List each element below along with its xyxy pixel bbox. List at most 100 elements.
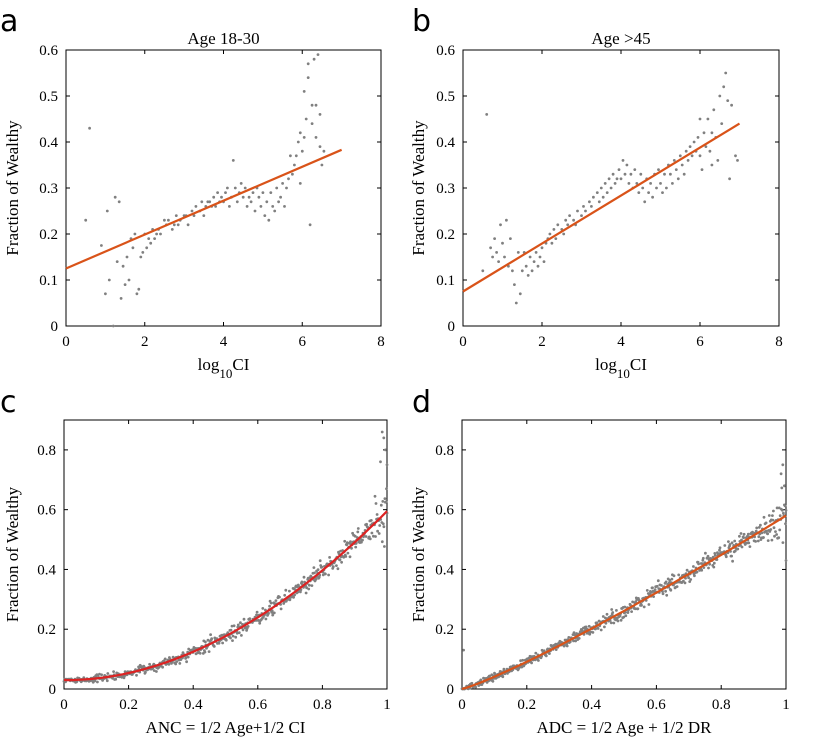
data-point [780, 486, 784, 490]
data-point [147, 237, 151, 241]
data-point [672, 574, 676, 578]
data-point [747, 541, 751, 545]
data-point [214, 205, 218, 208]
data-point [550, 241, 554, 245]
data-point [642, 605, 646, 609]
plot-frame [462, 49, 780, 327]
data-point [784, 509, 788, 512]
data-point [224, 191, 227, 195]
data-point [491, 255, 494, 259]
data-point [380, 430, 384, 434]
data-point [611, 611, 615, 614]
data-point [383, 545, 386, 548]
data-point [474, 685, 477, 689]
data-point [664, 589, 667, 593]
x-axis-label: log10CI [595, 355, 647, 381]
data-point [278, 595, 281, 599]
data-point [781, 541, 785, 544]
data-point [302, 575, 306, 579]
data-point [203, 650, 207, 654]
data-point [605, 191, 609, 195]
data-point [377, 532, 381, 535]
data-point [241, 195, 245, 199]
data-point [300, 149, 304, 153]
data-point [631, 600, 634, 604]
data-point [167, 662, 171, 666]
data-point [251, 191, 255, 195]
data-point [685, 568, 689, 572]
data-point [530, 269, 534, 273]
data-point [135, 673, 138, 677]
data-point [105, 209, 109, 213]
data-point [344, 555, 348, 558]
data-point [501, 241, 504, 245]
data-point [470, 681, 474, 685]
data-point [599, 186, 603, 190]
data-point [186, 223, 190, 227]
data-point [322, 149, 326, 153]
data-point [226, 186, 229, 190]
data-point [302, 136, 306, 139]
x-tick-label: 4 [220, 334, 228, 350]
data-point [739, 532, 743, 535]
data-point [376, 529, 379, 533]
data-point [532, 260, 536, 263]
data-point [216, 191, 220, 195]
data-point [293, 593, 296, 597]
data-point [283, 593, 287, 597]
data-point [635, 182, 639, 185]
data-point [636, 607, 640, 611]
data-point [259, 205, 263, 208]
data-point [554, 237, 558, 241]
x-axis-label: ANC = 1/2 Age+1/2 CI [146, 718, 306, 737]
data-point [272, 611, 276, 615]
data-point [584, 209, 587, 213]
data-point [228, 205, 231, 208]
x-tick-label: 1 [383, 697, 391, 713]
data-point [269, 191, 273, 195]
data-point [772, 526, 776, 530]
data-point [261, 607, 265, 610]
x-tick-label: 1 [782, 697, 790, 713]
data-point [502, 667, 506, 671]
data-point [667, 581, 671, 584]
data-point [548, 652, 551, 655]
data-point [115, 260, 119, 263]
data-point [596, 627, 600, 630]
y-tick-label: 0.1 [39, 273, 58, 289]
data-point [481, 269, 485, 273]
data-point [518, 292, 522, 296]
data-point [742, 536, 745, 540]
data-point [613, 182, 617, 185]
data-point [491, 679, 495, 683]
data-point [775, 533, 778, 536]
data-point [379, 460, 382, 464]
data-point [310, 103, 314, 107]
y-tick-label: 0.6 [435, 503, 454, 519]
data-point [651, 195, 654, 199]
data-point [374, 535, 377, 538]
data-point [731, 559, 734, 563]
data-point [698, 117, 702, 121]
data-point [678, 154, 682, 158]
data-point [221, 641, 225, 645]
data-point [779, 472, 783, 476]
data-point [305, 586, 308, 590]
x-tick-label: 0 [458, 697, 466, 713]
data-point [651, 586, 654, 590]
data-point [269, 601, 273, 605]
data-point [125, 255, 129, 259]
data-point [139, 255, 143, 259]
data-point [777, 536, 781, 540]
data-point [655, 186, 658, 190]
data-point [350, 546, 353, 550]
data-point [121, 264, 125, 268]
data-point [298, 182, 302, 185]
panel-label-a: a [0, 4, 18, 39]
data-point [764, 521, 768, 525]
data-point [609, 621, 613, 625]
y-tick-label: 0 [49, 682, 57, 698]
data-point [756, 539, 760, 543]
data-point [127, 278, 131, 282]
data-point [145, 246, 149, 250]
